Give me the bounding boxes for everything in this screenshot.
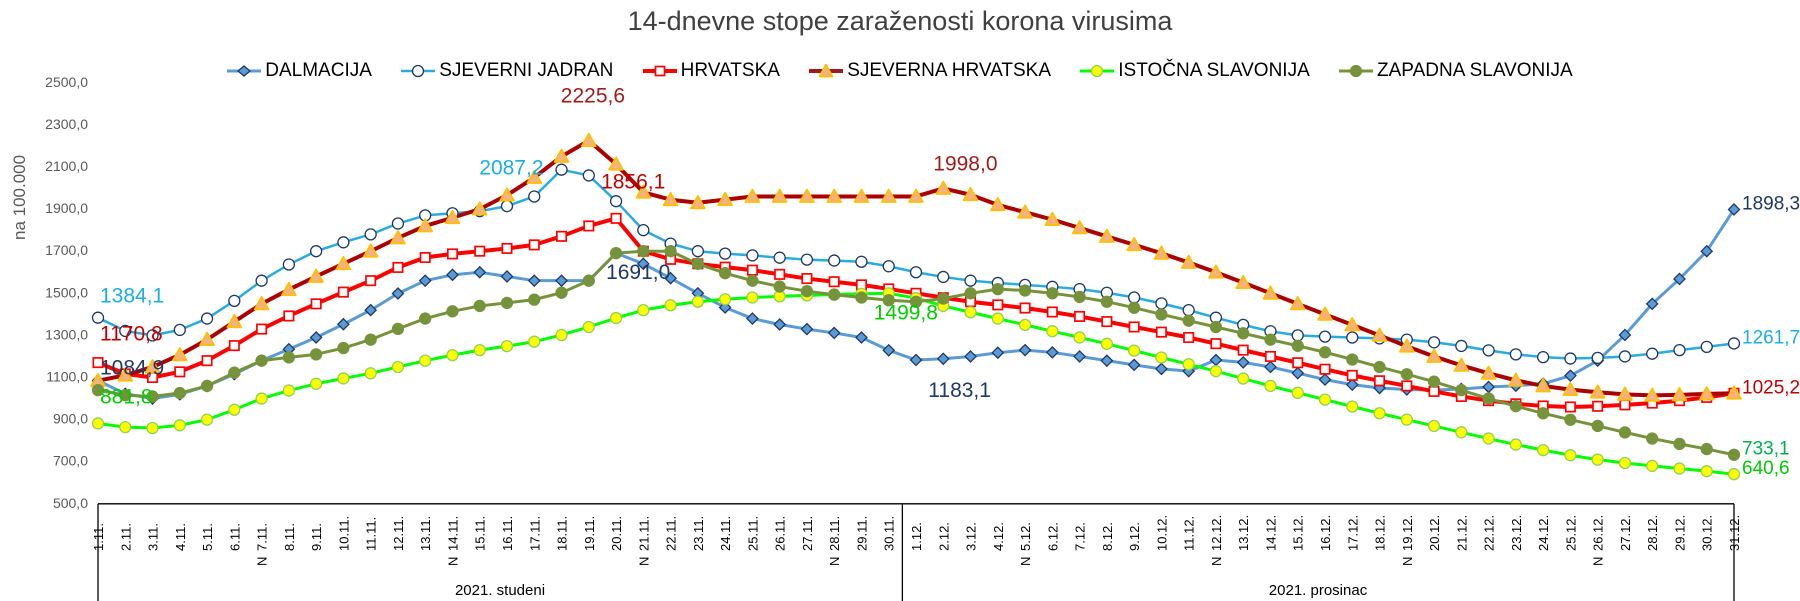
svg-text:1500,0: 1500,0 [45, 284, 88, 300]
svg-text:2.11.: 2.11. [118, 523, 133, 551]
svg-text:29.11.: 29.11. [854, 516, 869, 551]
svg-text:26.12.: 26.12. [1591, 515, 1606, 551]
svg-text:26.11.: 26.11. [773, 516, 788, 551]
svg-text:22.11.: 22.11. [664, 516, 679, 551]
svg-text:5.11.: 5.11. [200, 523, 215, 551]
svg-text:18.11.: 18.11. [555, 516, 570, 551]
svg-text:25.11.: 25.11. [745, 516, 760, 551]
svg-text:1900,0: 1900,0 [45, 200, 88, 216]
svg-text:30.11.: 30.11. [882, 516, 897, 551]
svg-text:2100,0: 2100,0 [45, 158, 88, 174]
svg-text:N: N [445, 557, 460, 566]
svg-text:5.12.: 5.12. [1018, 522, 1033, 551]
svg-text:N: N [1209, 557, 1224, 566]
svg-text:733,1: 733,1 [1742, 439, 1790, 460]
svg-text:15.12.: 15.12. [1291, 515, 1306, 551]
svg-text:17.11.: 17.11. [527, 516, 542, 551]
svg-text:31.12.: 31.12. [1727, 515, 1742, 551]
svg-text:2300,0: 2300,0 [45, 116, 88, 132]
svg-text:7.12.: 7.12. [1073, 522, 1088, 551]
svg-text:9.12.: 9.12. [1127, 522, 1142, 551]
svg-text:10.11.: 10.11. [336, 516, 351, 551]
svg-text:1499,8: 1499,8 [874, 301, 938, 324]
svg-text:1261,7: 1261,7 [1742, 327, 1800, 348]
svg-text:22.12.: 22.12. [1482, 515, 1497, 551]
svg-text:1100,0: 1100,0 [46, 369, 88, 385]
svg-text:14.12.: 14.12. [1263, 515, 1278, 551]
svg-text:11.12.: 11.12. [1182, 516, 1197, 551]
svg-text:8.12.: 8.12. [1100, 522, 1115, 551]
svg-text:2500,0: 2500,0 [45, 74, 88, 90]
svg-text:9.11.: 9.11. [309, 523, 324, 551]
svg-text:28.12.: 28.12. [1645, 515, 1660, 551]
svg-text:8.11.: 8.11. [282, 523, 297, 551]
svg-text:N: N [1018, 557, 1033, 566]
svg-text:11.11.: 11.11. [364, 517, 379, 551]
svg-text:17.12.: 17.12. [1345, 515, 1360, 551]
svg-text:1856,1: 1856,1 [601, 170, 665, 193]
svg-text:12.11.: 12.11. [391, 516, 406, 551]
svg-text:27.11.: 27.11. [800, 516, 815, 551]
svg-text:1700,0: 1700,0 [45, 242, 88, 258]
svg-text:25.12.: 25.12. [1563, 515, 1578, 551]
svg-text:1998,0: 1998,0 [933, 152, 997, 175]
svg-text:2225,6: 2225,6 [561, 85, 625, 108]
svg-text:21.11.: 21.11. [636, 516, 651, 551]
svg-text:4.12.: 4.12. [991, 522, 1006, 551]
svg-text:1.11.: 1.11. [91, 523, 106, 551]
svg-text:1691,0: 1691,0 [606, 261, 670, 284]
svg-text:1025,2: 1025,2 [1742, 377, 1800, 398]
svg-text:30.12.: 30.12. [1700, 515, 1715, 551]
svg-text:N: N [1400, 557, 1415, 566]
svg-text:28.11.: 28.11. [827, 516, 842, 551]
svg-text:24.11.: 24.11. [718, 516, 733, 551]
svg-text:1384,1: 1384,1 [100, 285, 164, 308]
svg-text:500,0: 500,0 [53, 495, 88, 511]
svg-text:19.12.: 19.12. [1400, 515, 1415, 551]
svg-text:4.11.: 4.11. [173, 523, 188, 551]
svg-text:29.12.: 29.12. [1672, 515, 1687, 551]
svg-text:N: N [827, 557, 842, 566]
svg-text:7.11.: 7.11. [255, 523, 270, 551]
svg-text:2087,2: 2087,2 [479, 156, 543, 179]
svg-text:19.11.: 19.11. [582, 516, 597, 551]
svg-text:16.12.: 16.12. [1318, 515, 1333, 551]
svg-text:16.11.: 16.11. [500, 516, 515, 551]
svg-text:21.12.: 21.12. [1454, 515, 1469, 551]
svg-text:13.11.: 13.11. [418, 516, 433, 551]
svg-text:23.11.: 23.11. [691, 516, 706, 551]
svg-text:1898,3: 1898,3 [1742, 193, 1800, 214]
svg-text:27.12.: 27.12. [1618, 515, 1633, 551]
svg-text:13.12.: 13.12. [1236, 515, 1251, 551]
svg-text:2.12.: 2.12. [936, 522, 951, 551]
svg-text:14.11.: 14.11. [445, 516, 460, 551]
svg-text:6.12.: 6.12. [1045, 522, 1060, 551]
svg-text:20.11.: 20.11. [609, 516, 624, 551]
svg-text:12.12.: 12.12. [1209, 515, 1224, 551]
svg-text:N: N [255, 557, 270, 566]
svg-text:23.12.: 23.12. [1509, 515, 1524, 551]
svg-text:20.12.: 20.12. [1427, 515, 1442, 551]
svg-text:640,6: 640,6 [1742, 458, 1790, 479]
svg-text:1.12.: 1.12. [909, 522, 924, 551]
svg-text:1183,1: 1183,1 [928, 379, 991, 402]
svg-text:18.12.: 18.12. [1373, 515, 1388, 551]
svg-text:N: N [636, 557, 651, 566]
svg-text:15.11.: 15.11. [473, 516, 488, 551]
svg-text:881,8: 881,8 [100, 385, 153, 408]
svg-text:700,0: 700,0 [53, 453, 88, 469]
svg-text:1300,0: 1300,0 [45, 326, 88, 342]
svg-text:900,0: 900,0 [53, 411, 88, 427]
svg-text:6.11.: 6.11. [227, 523, 242, 551]
svg-text:3.12.: 3.12. [964, 522, 979, 551]
svg-text:1170,8: 1170,8 [100, 323, 163, 346]
svg-text:N: N [1591, 557, 1606, 566]
svg-text:24.12.: 24.12. [1536, 515, 1551, 551]
svg-text:1084,9: 1084,9 [100, 357, 164, 380]
svg-text:3.11.: 3.11. [146, 523, 161, 551]
svg-text:10.12.: 10.12. [1154, 515, 1169, 551]
